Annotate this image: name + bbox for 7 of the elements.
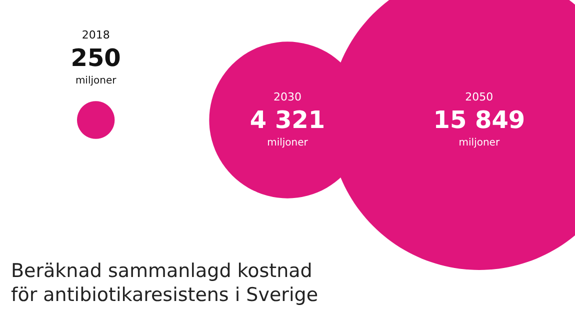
data-label: 250 miljoner <box>70 44 121 87</box>
category-label: 2030 <box>274 90 302 104</box>
data-label: 4 321 miljoner <box>250 106 326 148</box>
category-label: 2018 <box>82 28 110 42</box>
data-label: 15 849 miljoner <box>433 106 526 148</box>
category-label: 2050 <box>465 90 494 104</box>
text: Beräknad sammanlagd kostnad för antibiotikaresistens i Sverige <box>11 260 318 306</box>
